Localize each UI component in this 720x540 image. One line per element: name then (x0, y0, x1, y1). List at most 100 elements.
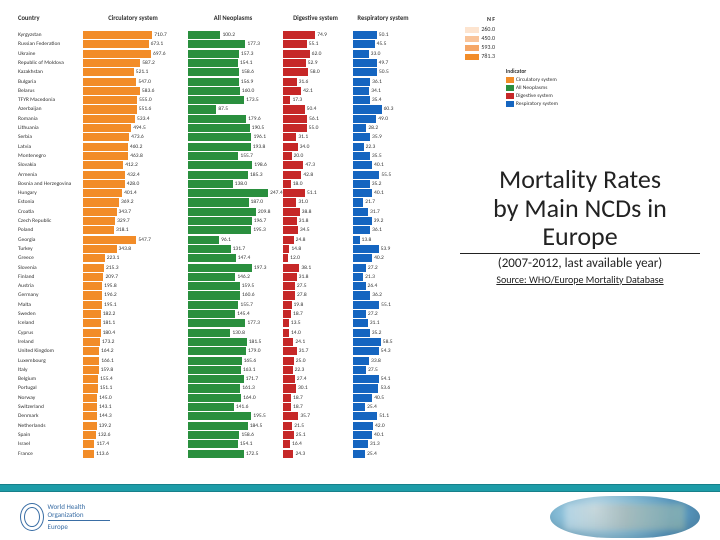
bar-circ (83, 115, 135, 123)
bar-dig (283, 329, 289, 337)
bar-neo (188, 226, 251, 234)
palette-row: 450.0 (465, 34, 495, 43)
bar-dig (283, 347, 297, 355)
who-emblem-icon (20, 503, 44, 531)
bar-circ (83, 59, 140, 67)
bar-dig (283, 431, 294, 439)
bar-circ (83, 105, 137, 113)
bar-dig (283, 115, 307, 123)
bar-neo (188, 143, 251, 151)
bar-circ (83, 133, 129, 141)
col-country-header: Country (18, 14, 78, 22)
bar-dig (283, 282, 295, 290)
bar-resp (353, 40, 375, 48)
bar-circ (83, 198, 119, 206)
bar-neo (188, 394, 241, 402)
legend-item: Respiratory system (506, 100, 558, 108)
bar-neo (188, 124, 250, 132)
bar-dig (283, 105, 305, 113)
bar-circ (83, 357, 99, 365)
legend-label: Circulatory system (516, 77, 557, 83)
color-scale: N F 260.0450.0593.0781.3 (465, 15, 495, 61)
bar-circ (83, 403, 97, 411)
bar-resp (353, 96, 370, 104)
bar-dig (283, 152, 292, 160)
bar-circ (83, 78, 136, 86)
bar-neo (188, 375, 244, 383)
bar-neo (188, 208, 256, 216)
bar-neo (188, 450, 244, 458)
bar-circ (83, 431, 96, 439)
bar-neo (188, 189, 268, 197)
bar-resp (353, 384, 378, 392)
bar-resp (353, 208, 368, 216)
bar-circ (83, 264, 104, 272)
bar-neo (188, 422, 248, 430)
legend-item: All Neoplasms (506, 84, 558, 92)
bar-dig (283, 273, 297, 281)
who-region-label: Europe (48, 520, 110, 531)
bar-dig (283, 40, 307, 48)
bar-circ (83, 319, 101, 327)
bar-resp (353, 319, 368, 327)
bar-circ (83, 329, 101, 337)
bar-circ (83, 68, 134, 76)
col-resp-header: Respiratory system (353, 14, 413, 22)
bar-neo (188, 133, 251, 141)
palette-title: N F (465, 15, 495, 23)
bar-dig (283, 384, 296, 392)
bar-neo (188, 384, 240, 392)
bar-dig (283, 245, 289, 253)
bar-neo (188, 245, 231, 253)
bar-dig (283, 403, 291, 411)
legend-item: Circulatory system (506, 76, 558, 84)
bar-resp (353, 105, 382, 113)
bar-neo (188, 96, 244, 104)
value-label: 113.6 (96, 449, 109, 459)
bar-resp (353, 291, 370, 299)
bar-resp (353, 59, 377, 67)
bar-dig (283, 412, 298, 420)
bar-circ (83, 301, 102, 309)
palette-swatch (465, 27, 479, 33)
bar-dig (283, 124, 307, 132)
bar-neo (188, 105, 216, 113)
bar-dig (283, 96, 290, 104)
bar-dig (283, 217, 297, 225)
bar-neo (188, 403, 234, 411)
palette-row: 260.0 (465, 25, 495, 34)
bar-resp (353, 254, 372, 262)
palette-row: 781.3 (465, 52, 495, 61)
bar-circ (83, 440, 94, 448)
bar-resp (353, 245, 379, 253)
bar-resp (353, 347, 379, 355)
bar-circ (83, 143, 128, 151)
bar-resp (353, 431, 372, 439)
bar-neo (188, 198, 249, 206)
table-row: France113.6172.524.325.4 (18, 449, 418, 459)
bar-circ (83, 310, 101, 318)
bar-dig (283, 59, 306, 67)
bar-dig (283, 226, 298, 234)
bar-resp (353, 329, 370, 337)
legend-label: Digestive system (516, 93, 553, 99)
bar-neo (188, 217, 252, 225)
bar-dig (283, 357, 294, 365)
bar-dig (283, 31, 315, 39)
bar-dig (283, 254, 288, 262)
legend-swatch (506, 77, 514, 83)
title-subtitle: (2007-2012, last available year) (460, 256, 700, 271)
bar-dig (283, 366, 293, 374)
title-line1: Mortality Rates (499, 163, 661, 195)
bar-neo (188, 310, 235, 318)
bar-neo (188, 50, 239, 58)
footer-divider (0, 484, 720, 492)
bar-dig (283, 310, 291, 318)
bar-resp (353, 189, 372, 197)
bar-resp (353, 226, 370, 234)
bar-resp (353, 338, 381, 346)
legend-item: Digestive system (506, 92, 558, 100)
bar-neo (188, 273, 235, 281)
bar-dig (283, 440, 290, 448)
legend-title: Indicator (506, 68, 558, 76)
